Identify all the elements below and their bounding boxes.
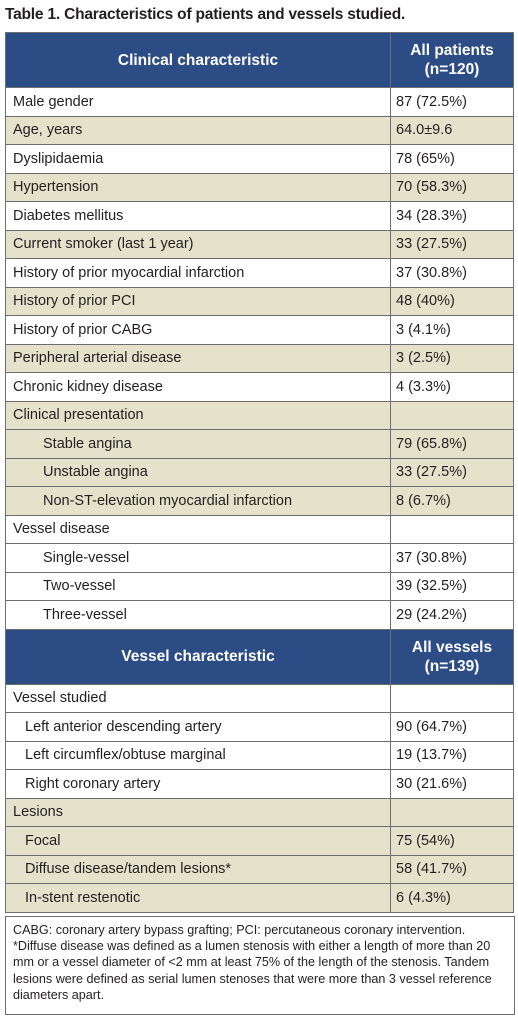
table-row: Lesions (5, 797, 514, 827)
table-row: In-stent restenotic 6 (4.3%) (5, 883, 514, 913)
row-label: Left circumflex/obtuse marginal (5, 740, 391, 770)
table-row: Diabetes mellitus 34 (28.3%) (5, 201, 514, 231)
row-value: 58 (41.7%) (390, 854, 514, 884)
row-label: Dyslipidaemia (5, 144, 391, 174)
all-patients-n: (n=120) (424, 61, 480, 78)
all-vessels-header: All vessels (n=139) (390, 628, 514, 685)
row-value: 33 (27.5%) (390, 229, 514, 259)
vessel-header-row: Vessel characteristic All vessels (n=139) (5, 628, 514, 685)
table-row: Two-vessel 39 (32.5%) (5, 571, 514, 601)
table-title: Table 1. Characteristics of patients and… (5, 6, 406, 23)
table-row: Focal 75 (54%) (5, 826, 514, 856)
row-label: Lesions (5, 797, 391, 827)
row-label: Left anterior descending artery (5, 712, 391, 742)
row-label: Hypertension (5, 172, 391, 202)
clinical-header-label: Clinical characteristic (5, 32, 391, 88)
row-value (390, 797, 514, 827)
clinical-header-row: Clinical characteristic All patients (n=1… (5, 32, 514, 88)
row-label: History of prior PCI (5, 286, 391, 316)
table-row: Male gender 87 (72.5%) (5, 87, 514, 117)
row-label: Right coronary artery (5, 769, 391, 799)
row-value: 34 (28.3%) (390, 201, 514, 231)
row-label: Diffuse disease/tandem lesions* (5, 854, 391, 884)
table-row: Three-vessel 29 (24.2%) (5, 600, 514, 630)
row-value: 19 (13.7%) (390, 740, 514, 770)
row-value: 30 (21.6%) (390, 769, 514, 799)
row-value: 8 (6.7%) (390, 486, 514, 516)
table-row: Non-ST-elevation myocardial infarction 8 … (5, 486, 514, 516)
row-value: 29 (24.2%) (390, 600, 514, 630)
table-row: Clinical presentation (5, 400, 514, 430)
row-label: Chronic kidney disease (5, 372, 391, 402)
table-row: Chronic kidney disease 4 (3.3%) (5, 372, 514, 402)
row-label: Clinical presentation (5, 400, 391, 430)
table-row: Right coronary artery 30 (21.6%) (5, 769, 514, 799)
table-row: Dyslipidaemia 78 (65%) (5, 144, 514, 174)
row-value: 87 (72.5%) (390, 87, 514, 117)
row-value: 48 (40%) (390, 286, 514, 316)
table-row: Age, years 64.0±9.6 (5, 115, 514, 145)
table-row: Diffuse disease/tandem lesions* 58 (41.7%… (5, 854, 514, 884)
row-value: 6 (4.3%) (390, 883, 514, 913)
row-label: Peripheral arterial disease (5, 343, 391, 373)
row-label: History of prior CABG (5, 315, 391, 345)
row-label: Three-vessel (5, 600, 391, 630)
row-value: 4 (3.3%) (390, 372, 514, 402)
row-value: 70 (58.3%) (390, 172, 514, 202)
row-value: 33 (27.5%) (390, 457, 514, 487)
row-value: 75 (54%) (390, 826, 514, 856)
row-label: History of prior myocardial infarction (5, 258, 391, 288)
row-label: Vessel disease (5, 514, 391, 544)
row-label: Non-ST-elevation myocardial infarction (5, 486, 391, 516)
table-row: History of prior myocardial infarction 37… (5, 258, 514, 288)
row-value: 37 (30.8%) (390, 258, 514, 288)
row-value: 79 (65.8%) (390, 429, 514, 459)
row-label: In-stent restenotic (5, 883, 391, 913)
all-patients-label: All patients (410, 42, 494, 59)
all-vessels-label: All vessels (411, 638, 493, 656)
table-row: Current smoker (last 1 year) 33 (27.5%) (5, 229, 514, 259)
row-label: Male gender (5, 87, 391, 117)
row-value (390, 514, 514, 544)
row-label: Single-vessel (5, 543, 391, 573)
row-label: Two-vessel (5, 571, 391, 601)
row-label: Stable angina (5, 429, 391, 459)
row-value: 39 (32.5%) (390, 571, 514, 601)
table-row: Vessel studied (5, 683, 514, 713)
table-row: History of prior PCI 48 (40%) (5, 286, 514, 316)
all-patients-header: All patients (n=120) (390, 32, 514, 88)
table-row: Single-vessel 37 (30.8%) (5, 543, 514, 573)
row-value: 78 (65%) (390, 144, 514, 174)
row-value: 90 (64.7%) (390, 712, 514, 742)
table-footnote: CABG: coronary artery bypass grafting; P… (5, 916, 515, 1015)
table-row: Peripheral arterial disease 3 (2.5%) (5, 343, 514, 373)
row-label: Current smoker (last 1 year) (5, 229, 391, 259)
row-value: 3 (4.1%) (390, 315, 514, 345)
characteristics-table: Clinical characteristic All patients (n=1… (5, 32, 514, 913)
row-value: 64.0±9.6 (390, 115, 514, 145)
row-label: Diabetes mellitus (5, 201, 391, 231)
row-label: Focal (5, 826, 391, 856)
table-row: Hypertension 70 (58.3%) (5, 172, 514, 202)
table-row: Vessel disease (5, 514, 514, 544)
row-label: Unstable angina (5, 457, 391, 487)
row-value (390, 400, 514, 430)
table-row: Left anterior descending artery 90 (64.7%… (5, 712, 514, 742)
table-row: History of prior CABG 3 (4.1%) (5, 315, 514, 345)
table-row: Left circumflex/obtuse marginal 19 (13.7%… (5, 740, 514, 770)
table-row: Stable angina 79 (65.8%) (5, 429, 514, 459)
row-label: Age, years (5, 115, 391, 145)
all-vessels-n: (n=139) (424, 657, 480, 675)
table-row: Unstable angina 33 (27.5%) (5, 457, 514, 487)
row-label: Vessel studied (5, 683, 391, 713)
row-value (390, 683, 514, 713)
row-value: 37 (30.8%) (390, 543, 514, 573)
vessel-header-label: Vessel characteristic (5, 628, 391, 685)
row-value: 3 (2.5%) (390, 343, 514, 373)
